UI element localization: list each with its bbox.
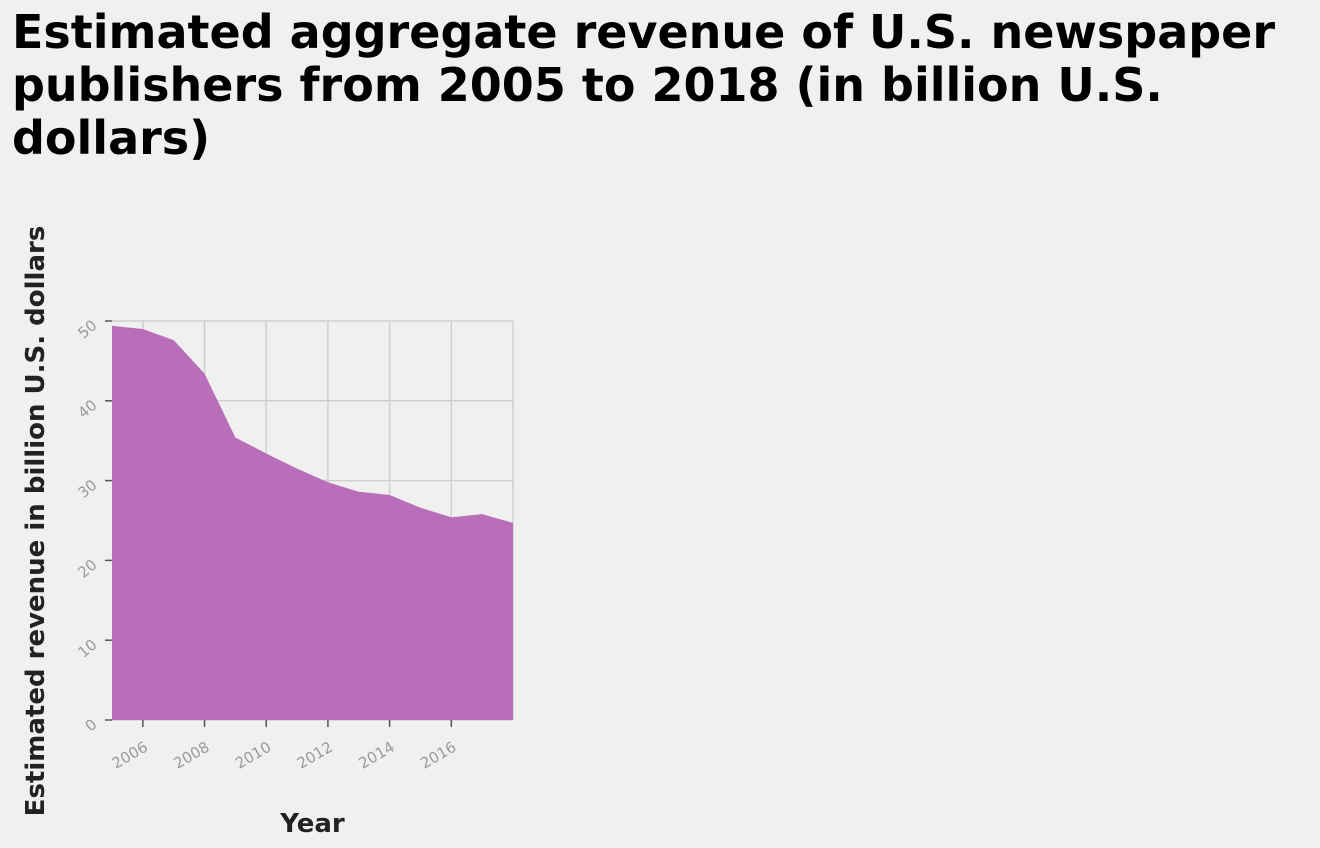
x-axis-label: Year (279, 809, 345, 839)
chart-title: Estimated aggregate revenue of U.S. news… (12, 5, 1276, 165)
x-tick-label: 2006 (109, 738, 151, 773)
x-tick-label: 2012 (294, 738, 336, 773)
y-tick-label: 0 (82, 715, 101, 735)
revenue-area (112, 325, 513, 720)
x-tick-label: 2014 (356, 738, 398, 773)
y-tick-label: 50 (74, 316, 100, 342)
x-tick-label: 2010 (232, 738, 274, 773)
y-tick-label: 20 (74, 556, 100, 582)
x-tick-label: 2008 (170, 738, 212, 773)
y-tick-label: 30 (74, 476, 100, 502)
x-tick-label: 2016 (417, 738, 459, 773)
y-tick-label: 40 (74, 396, 100, 422)
y-tick-label: 10 (74, 635, 100, 661)
y-axis-label: Estimated revenue in billion U.S. dollar… (21, 226, 51, 817)
